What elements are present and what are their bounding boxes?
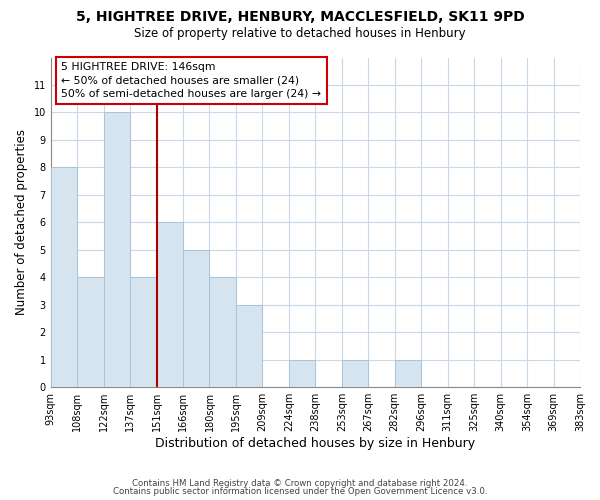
- Bar: [342, 360, 368, 387]
- Bar: [50, 168, 77, 387]
- Text: Contains HM Land Registry data © Crown copyright and database right 2024.: Contains HM Land Registry data © Crown c…: [132, 478, 468, 488]
- Bar: [157, 222, 183, 387]
- X-axis label: Distribution of detached houses by size in Henbury: Distribution of detached houses by size …: [155, 437, 475, 450]
- Bar: [104, 112, 130, 387]
- Bar: [289, 360, 316, 387]
- Y-axis label: Number of detached properties: Number of detached properties: [15, 130, 28, 316]
- Text: 5 HIGHTREE DRIVE: 146sqm
← 50% of detached houses are smaller (24)
50% of semi-d: 5 HIGHTREE DRIVE: 146sqm ← 50% of detach…: [61, 62, 321, 99]
- Bar: [236, 305, 262, 387]
- Bar: [209, 278, 236, 387]
- Bar: [77, 278, 104, 387]
- Bar: [130, 278, 157, 387]
- Bar: [395, 360, 421, 387]
- Text: Contains public sector information licensed under the Open Government Licence v3: Contains public sector information licen…: [113, 487, 487, 496]
- Text: Size of property relative to detached houses in Henbury: Size of property relative to detached ho…: [134, 28, 466, 40]
- Bar: [183, 250, 209, 387]
- Text: 5, HIGHTREE DRIVE, HENBURY, MACCLESFIELD, SK11 9PD: 5, HIGHTREE DRIVE, HENBURY, MACCLESFIELD…: [76, 10, 524, 24]
